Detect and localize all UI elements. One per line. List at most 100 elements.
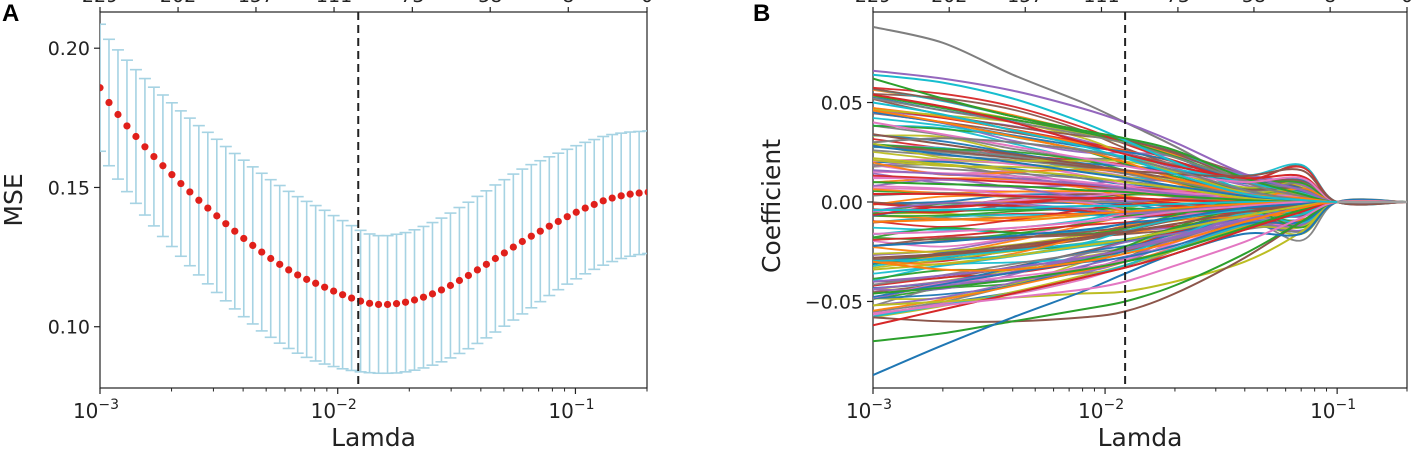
x-tick-exponent: −1 bbox=[574, 397, 595, 413]
x-tick-label: 10−2 bbox=[1078, 397, 1124, 423]
panel-label-a: A bbox=[2, 0, 20, 27]
mse-point bbox=[599, 197, 607, 205]
mse-point bbox=[536, 227, 544, 235]
x-tick-base: 10 bbox=[1078, 399, 1103, 423]
panel-label-b: B bbox=[753, 0, 771, 27]
mse-point bbox=[617, 192, 625, 200]
top-tick-label: 73 bbox=[1166, 0, 1190, 7]
top-tick-label: 0 bbox=[641, 0, 653, 7]
mse-point bbox=[654, 188, 661, 195]
mse-point bbox=[581, 204, 589, 212]
mse-point bbox=[195, 196, 203, 204]
mse-point bbox=[545, 222, 553, 230]
mse-point bbox=[671, 188, 678, 195]
top-tick-label: 111 bbox=[1083, 0, 1119, 7]
coefficient-path bbox=[873, 199, 1407, 315]
top-tick-label: 0 bbox=[1401, 0, 1413, 7]
x-tick-exponent: −2 bbox=[1103, 397, 1124, 413]
mse-point bbox=[177, 179, 185, 188]
mse-point bbox=[114, 110, 122, 119]
panel-b-coefficient-chart: 10−310−210−1−0.050.000.05229202157111735… bbox=[757, 0, 1413, 452]
mse-point bbox=[455, 276, 464, 285]
mse-point bbox=[159, 162, 167, 170]
mse-point bbox=[644, 188, 647, 196]
mse-point bbox=[204, 204, 212, 212]
mse-point bbox=[365, 299, 374, 307]
coefficient-path bbox=[873, 77, 1407, 204]
x-tick-label: 10−1 bbox=[548, 397, 594, 423]
mse-point bbox=[527, 232, 535, 240]
mse-point bbox=[294, 271, 302, 279]
coefficient-path bbox=[873, 200, 1407, 272]
mse-point bbox=[231, 227, 239, 235]
y-tick-label: 0.05 bbox=[821, 93, 863, 115]
coefficient-path bbox=[873, 101, 1407, 204]
top-tick-label: 202 bbox=[931, 0, 967, 7]
mse-point bbox=[572, 208, 580, 216]
mse-point bbox=[249, 241, 257, 249]
y-tick-label: 0.20 bbox=[48, 38, 90, 60]
mse-point bbox=[267, 254, 275, 263]
mse-point bbox=[132, 132, 140, 141]
mse-point bbox=[100, 84, 104, 92]
x-tick-exponent: −3 bbox=[871, 397, 892, 413]
x-tick-base: 10 bbox=[548, 399, 573, 423]
mse-point bbox=[482, 260, 490, 268]
mse-point bbox=[123, 122, 131, 130]
y-tick-label: 0.00 bbox=[821, 192, 863, 214]
mse-point bbox=[491, 254, 499, 263]
mse-point bbox=[500, 249, 508, 257]
mse-point bbox=[392, 300, 401, 308]
coefficient-path-bundle bbox=[873, 86, 1407, 206]
top-tick-label: 58 bbox=[478, 0, 502, 7]
mse-point bbox=[285, 266, 293, 274]
mse-point bbox=[186, 188, 194, 196]
mse-point bbox=[141, 143, 149, 151]
mse-point bbox=[150, 152, 158, 161]
x-tick-exponent: −2 bbox=[336, 397, 357, 413]
plot-frame bbox=[99, 11, 648, 389]
mse-point bbox=[240, 234, 248, 243]
mse-point bbox=[473, 266, 482, 274]
mse-point bbox=[105, 98, 113, 107]
y-axis-label: Coefficient bbox=[757, 139, 786, 273]
x-tick-label: 10−2 bbox=[311, 397, 357, 423]
top-tick-label: 111 bbox=[316, 0, 352, 7]
top-tick-label: 157 bbox=[1007, 0, 1043, 7]
mse-point bbox=[374, 300, 383, 309]
mse-point bbox=[590, 200, 598, 209]
top-tick-label: 157 bbox=[238, 0, 274, 7]
mse-point bbox=[608, 194, 616, 202]
top-tick-label: 8 bbox=[1324, 0, 1336, 7]
top-tick-label: 58 bbox=[1242, 0, 1266, 7]
y-tick-label: 0.15 bbox=[48, 177, 90, 199]
mse-point bbox=[518, 237, 526, 246]
mse-point bbox=[419, 293, 428, 301]
top-tick-label: 73 bbox=[400, 0, 424, 7]
mse-point bbox=[383, 300, 392, 309]
mse-point bbox=[446, 281, 455, 290]
x-tick-base: 10 bbox=[1310, 399, 1335, 423]
x-axis-label: Lamda bbox=[1098, 423, 1183, 452]
x-tick-base: 10 bbox=[846, 399, 871, 423]
mse-point bbox=[303, 275, 311, 283]
mse-point bbox=[348, 294, 356, 302]
x-tick-base: 10 bbox=[73, 399, 98, 423]
top-tick-label: 8 bbox=[562, 0, 574, 7]
coefficient-path bbox=[873, 198, 1407, 307]
y-tick-label: 0.10 bbox=[48, 317, 90, 339]
x-axis-label: Lamda bbox=[331, 423, 416, 452]
mse-point bbox=[312, 279, 320, 287]
mse-point bbox=[563, 213, 571, 221]
mse-point bbox=[437, 286, 446, 294]
x-tick-label: 10−1 bbox=[1310, 397, 1356, 423]
coefficient-path bbox=[873, 198, 1407, 377]
mse-point bbox=[509, 243, 517, 251]
coefficient-path bbox=[873, 199, 1407, 343]
mse-point bbox=[321, 283, 329, 291]
mse-point bbox=[339, 291, 347, 299]
coefficient-path bbox=[873, 133, 1407, 206]
mse-point bbox=[464, 271, 473, 280]
mse-point bbox=[330, 287, 338, 295]
